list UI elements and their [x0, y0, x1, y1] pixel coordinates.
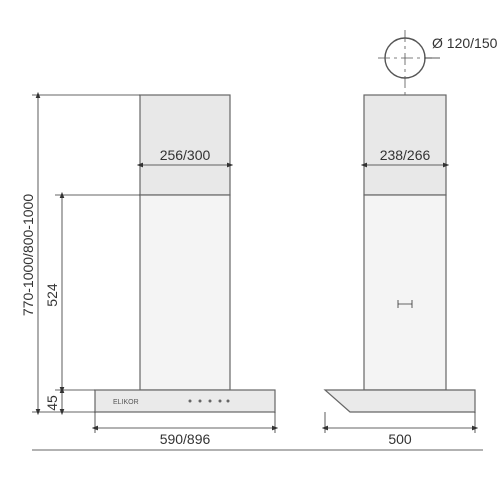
dim-chimney-side: 238/266 — [380, 147, 431, 163]
body-lower — [140, 195, 230, 390]
brand-label: ELIKOR — [113, 399, 139, 406]
dim-body-height: 524 — [44, 283, 60, 307]
technical-drawing: ELIKOR 770-1000/800-1000 524 45 256/300 … — [0, 0, 500, 500]
dim-base-height: 45 — [44, 395, 60, 411]
side-hood-base — [325, 390, 475, 412]
front-view: ELIKOR — [95, 95, 275, 412]
chimney-upper — [140, 95, 230, 195]
dim-pipe-dia: Ø 120/150 — [432, 35, 498, 51]
dim-chimney-front: 256/300 — [160, 147, 211, 163]
dim-front-width: 590/896 — [160, 431, 211, 447]
side-view — [325, 30, 475, 412]
dim-total-height: 770-1000/800-1000 — [20, 194, 36, 316]
side-chimney-upper — [364, 95, 446, 195]
dim-side-depth: 500 — [388, 431, 412, 447]
side-body-lower — [364, 195, 446, 390]
